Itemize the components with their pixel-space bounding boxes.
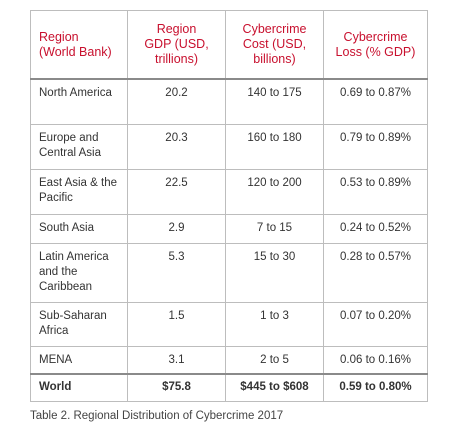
total-row: World $75.8 $445 to $608 0.59 to 0.80% — [30, 373, 428, 402]
table-row: Latin America and the Caribbean 5.3 15 t… — [30, 242, 428, 303]
cell-region: Sub-Saharan Africa — [30, 301, 128, 347]
cell-region: South Asia — [30, 213, 128, 244]
cell-loss: 0.06 to 0.16% — [323, 345, 428, 375]
cell-loss: 0.07 to 0.20% — [323, 301, 428, 347]
cell-gdp-total: $75.8 — [127, 373, 226, 402]
header-gdp: Region GDP (USD, trillions) — [127, 10, 226, 80]
cell-loss: 0.53 to 0.89% — [323, 168, 428, 215]
table-row: MENA 3.1 2 to 5 0.06 to 0.16% — [30, 345, 428, 375]
table-header: Region (World Bank) Region GDP (USD, trilli… — [30, 10, 428, 80]
table-row: East Asia & the Pacific 22.5 120 to 200 … — [30, 168, 428, 215]
cell-gdp: 3.1 — [127, 345, 226, 375]
cell-gdp: 20.2 — [127, 78, 226, 125]
cell-loss: 0.69 to 0.87% — [323, 78, 428, 125]
cell-gdp: 1.5 — [127, 301, 226, 347]
header-row: Region (World Bank) Region GDP (USD, trilli… — [30, 10, 428, 80]
cell-gdp: 2.9 — [127, 213, 226, 244]
cell-region: MENA — [30, 345, 128, 375]
cell-cost: 120 to 200 — [225, 168, 324, 215]
cell-cost: 1 to 3 — [225, 301, 324, 347]
table-caption: Table 2. Regional Distribution of Cyberc… — [30, 409, 284, 422]
cybercrime-table-figure: Region (World Bank) Region GDP (USD, trilli… — [30, 10, 430, 422]
cell-region-total: World — [30, 373, 128, 402]
cell-region: Latin America and the Caribbean — [30, 242, 128, 303]
cell-loss: 0.28 to 0.57% — [323, 242, 428, 303]
table-row: Europe and Central Asia 20.3 160 to 180 … — [30, 123, 428, 170]
cell-gdp: 5.3 — [127, 242, 226, 303]
cybercrime-table: Region (World Bank) Region GDP (USD, trilli… — [30, 10, 428, 402]
header-cybercrime-loss: Cybercrime Loss (% GDP) — [323, 10, 428, 80]
cell-cost-total: $445 to $608 — [225, 373, 324, 402]
header-region: Region (World Bank) — [30, 10, 128, 80]
cell-loss-total: 0.59 to 0.80% — [323, 373, 428, 402]
cell-region: Europe and Central Asia — [30, 123, 128, 170]
cell-cost: 2 to 5 — [225, 345, 324, 375]
cell-region: North America — [30, 78, 128, 125]
table-row: Sub-Saharan Africa 1.5 1 to 3 0.07 to 0.… — [30, 301, 428, 347]
cell-cost: 160 to 180 — [225, 123, 324, 170]
header-cybercrime-cost: Cybercrime Cost (USD, billions) — [225, 10, 324, 80]
cell-gdp: 20.3 — [127, 123, 226, 170]
table-row: South Asia 2.9 7 to 15 0.24 to 0.52% — [30, 213, 428, 244]
table-body: North America 20.2 140 to 175 0.69 to 0.… — [30, 78, 428, 402]
cell-gdp: 22.5 — [127, 168, 226, 215]
cell-loss: 0.79 to 0.89% — [323, 123, 428, 170]
cell-loss: 0.24 to 0.52% — [323, 213, 428, 244]
cell-cost: 7 to 15 — [225, 213, 324, 244]
cell-cost: 15 to 30 — [225, 242, 324, 303]
cell-cost: 140 to 175 — [225, 78, 324, 125]
cell-region: East Asia & the Pacific — [30, 168, 128, 215]
table-row: North America 20.2 140 to 175 0.69 to 0.… — [30, 78, 428, 125]
